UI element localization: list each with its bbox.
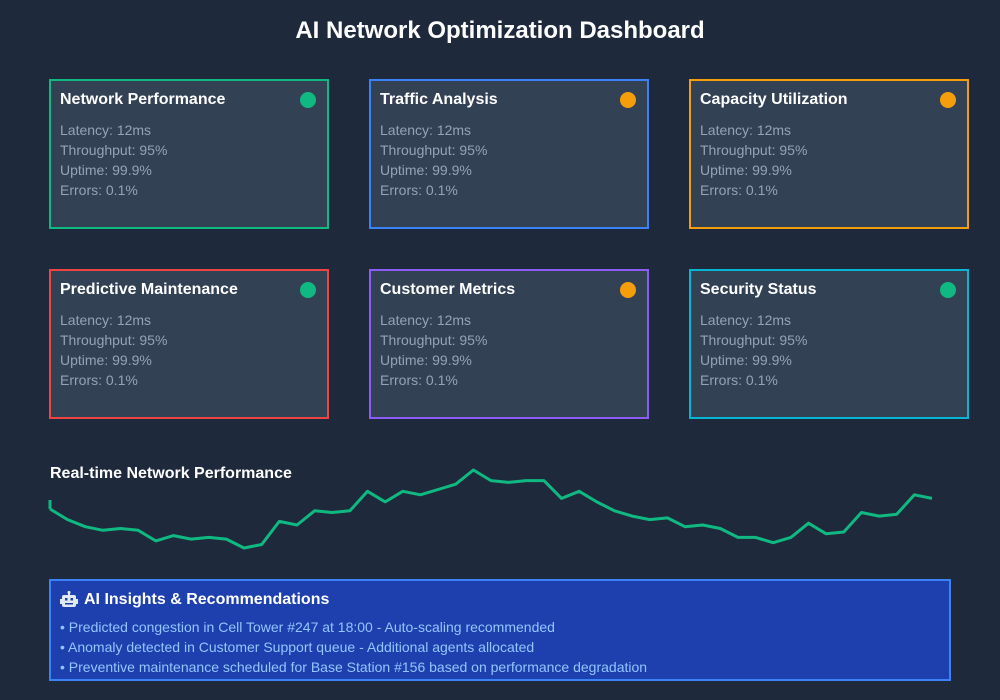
- card-title: Traffic Analysis: [380, 91, 498, 108]
- card-network-performance[interactable]: Network Performance Latency: 12ms Throug…: [49, 79, 329, 229]
- insight-item: • Preventive maintenance scheduled for B…: [60, 659, 648, 675]
- metric-throughput: Throughput: 95%: [380, 142, 488, 158]
- metric-latency: Latency: 12ms: [60, 312, 152, 328]
- metric-latency: Latency: 12ms: [380, 122, 472, 138]
- card-metrics: Latency: 12ms Throughput: 95% Uptime: 99…: [380, 310, 487, 390]
- insight-item: • Predicted congestion in Cell Tower #24…: [60, 619, 555, 635]
- robot-icon: [60, 591, 78, 609]
- metric-latency: Latency: 12ms: [700, 312, 792, 328]
- metric-errors: Errors: 0.1%: [700, 372, 778, 388]
- card-metrics: Latency: 12ms Throughput: 95% Uptime: 99…: [60, 310, 167, 390]
- performance-series-line: [49, 468, 933, 550]
- metric-uptime: Uptime: 99.9%: [380, 162, 472, 178]
- status-indicator: [940, 282, 956, 298]
- card-title: Capacity Utilization: [700, 91, 848, 108]
- page-title: AI Network Optimization Dashboard: [295, 17, 705, 44]
- metric-latency: Latency: 12ms: [700, 122, 792, 138]
- metric-uptime: Uptime: 99.9%: [700, 162, 792, 178]
- insights-header: AI Insights & Recommendations: [60, 591, 329, 609]
- metric-errors: Errors: 0.1%: [60, 372, 138, 388]
- insight-item: • Anomaly detected in Customer Support q…: [60, 639, 535, 655]
- metric-uptime: Uptime: 99.9%: [60, 352, 152, 368]
- card-title: Network Performance: [60, 91, 226, 108]
- metric-latency: Latency: 12ms: [60, 122, 152, 138]
- card-title: Security Status: [700, 281, 817, 298]
- card-metrics: Latency: 12ms Throughput: 95% Uptime: 99…: [60, 120, 167, 200]
- metric-errors: Errors: 0.1%: [380, 182, 458, 198]
- status-indicator: [620, 92, 636, 108]
- card-traffic-analysis[interactable]: Traffic Analysis Latency: 12ms Throughpu…: [369, 79, 649, 229]
- metric-errors: Errors: 0.1%: [380, 372, 458, 388]
- status-indicator: [620, 282, 636, 298]
- metric-throughput: Throughput: 95%: [700, 332, 808, 348]
- card-metrics: Latency: 12ms Throughput: 95% Uptime: 99…: [380, 120, 487, 200]
- status-indicator: [940, 92, 956, 108]
- insights-list: • Predicted congestion in Cell Tower #24…: [60, 617, 647, 677]
- metric-uptime: Uptime: 99.9%: [700, 352, 792, 368]
- card-customer-metrics[interactable]: Customer Metrics Latency: 12ms Throughpu…: [369, 269, 649, 419]
- status-indicator: [300, 282, 316, 298]
- card-security-status[interactable]: Security Status Latency: 12ms Throughput…: [689, 269, 969, 419]
- status-indicator: [300, 92, 316, 108]
- metric-throughput: Throughput: 95%: [700, 142, 808, 158]
- metric-throughput: Throughput: 95%: [60, 332, 168, 348]
- metric-latency: Latency: 12ms: [380, 312, 472, 328]
- card-capacity-utilization[interactable]: Capacity Utilization Latency: 12ms Throu…: [689, 79, 969, 229]
- metric-throughput: Throughput: 95%: [60, 142, 168, 158]
- insights-title: AI Insights & Recommendations: [84, 591, 330, 608]
- metric-uptime: Uptime: 99.9%: [60, 162, 152, 178]
- chart-title: Real-time Network Performance: [50, 465, 292, 482]
- metric-errors: Errors: 0.1%: [60, 182, 138, 198]
- card-metrics: Latency: 12ms Throughput: 95% Uptime: 99…: [700, 120, 807, 200]
- ai-insights-panel: AI Insights & Recommendations • Predicte…: [49, 579, 951, 681]
- metric-errors: Errors: 0.1%: [700, 182, 778, 198]
- card-title: Customer Metrics: [380, 281, 516, 298]
- metric-throughput: Throughput: 95%: [380, 332, 488, 348]
- card-metrics: Latency: 12ms Throughput: 95% Uptime: 99…: [700, 310, 807, 390]
- card-title: Predictive Maintenance: [60, 281, 238, 298]
- card-predictive-maintenance[interactable]: Predictive Maintenance Latency: 12ms Thr…: [49, 269, 329, 419]
- metric-uptime: Uptime: 99.9%: [380, 352, 472, 368]
